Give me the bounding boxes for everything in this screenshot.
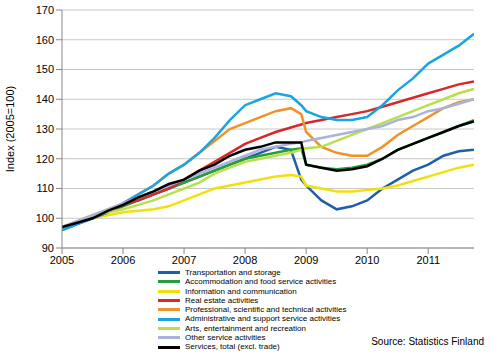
html-text:Administrative and support ser: Administrative and support service activ…: [185, 314, 341, 324]
html-text:Transportation and storage: Transportation and storage: [185, 268, 281, 277]
svg-text:160: 160: [36, 34, 54, 46]
svg-text:140: 140: [36, 93, 54, 105]
svg-text:110: 110: [36, 182, 54, 194]
svg-text:2009: 2009: [294, 254, 318, 266]
svg-text:2011: 2011: [416, 254, 440, 266]
html-text:Information and communication: Information and communication: [185, 286, 297, 296]
html-text:Arts, entertainment and recrea: Arts, entertainment and recreation: [185, 323, 306, 333]
svg-text:2006: 2006: [111, 254, 135, 266]
svg-text:120: 120: [36, 153, 54, 165]
html-text:Other service activities: Other service activities: [185, 333, 266, 343]
svg-text:2010: 2010: [355, 254, 379, 266]
svg-text:2008: 2008: [233, 254, 257, 266]
svg-text:90: 90: [42, 242, 54, 254]
svg-text:130: 130: [36, 123, 54, 135]
svg-text:2007: 2007: [172, 254, 196, 266]
svg-text:170: 170: [36, 4, 54, 16]
svg-text:2005: 2005: [50, 254, 74, 266]
svg-text:150: 150: [36, 63, 54, 75]
html-text:Services, total (excl. trade): Services, total (excl. trade): [185, 342, 280, 352]
svg-text:Index (2005=100): Index (2005=100): [4, 86, 16, 173]
html-text:Professional, scientific and t: Professional, scientific and technical a…: [185, 305, 347, 315]
html-text:Source: Statistics Finland: Source: Statistics Finland: [371, 336, 484, 347]
svg-text:100: 100: [36, 212, 54, 224]
html-text:Real estate activities: Real estate activities: [185, 295, 259, 305]
html-text:Accommodation and food service: Accommodation and food service activitie…: [185, 277, 337, 287]
